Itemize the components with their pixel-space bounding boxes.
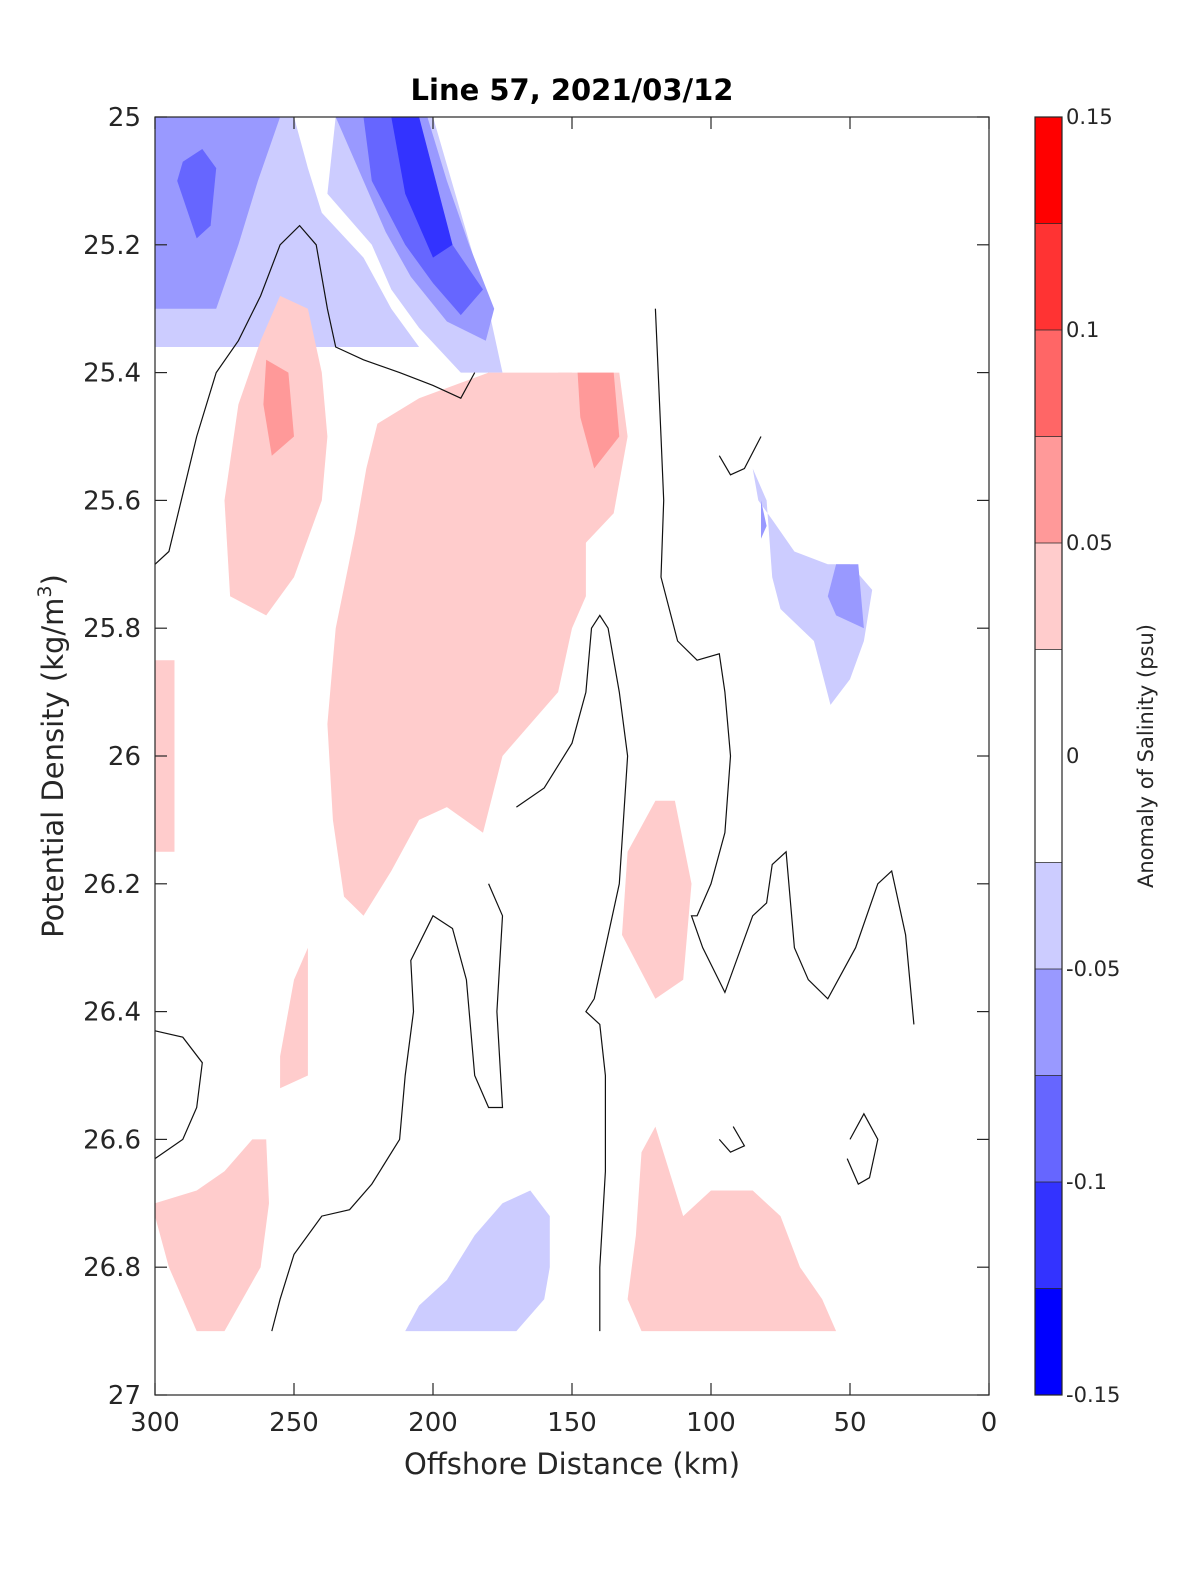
contour-region	[177, 149, 217, 239]
contour-region	[155, 1139, 269, 1332]
contour-region	[627, 1126, 837, 1332]
zero-contour-line	[846, 1112, 879, 1185]
contour-region	[280, 947, 308, 1089]
plot-area: 300 250 200 150 100 50 0 2525.225.425.625.8262…	[83, 103, 997, 1438]
contour-region	[577, 372, 620, 469]
zero-contour-line	[718, 1126, 746, 1153]
x-tick-label: 100	[686, 1408, 736, 1438]
zero-contour-line	[154, 224, 476, 565]
colorbar-block	[1035, 117, 1062, 224]
colorbar-tick-label: -0.15	[1066, 1383, 1120, 1407]
contour-region	[405, 1190, 550, 1332]
zero-contour-layer	[154, 224, 915, 1332]
contour-fill-layer	[155, 117, 912, 1332]
y-axis-title-superscript: 3	[34, 585, 56, 597]
x-tick-label: 300	[130, 1408, 180, 1438]
y-tick-label: 25.4	[83, 359, 141, 389]
x-tick-label: 200	[408, 1408, 458, 1438]
colorbar-block	[1035, 543, 1062, 650]
zero-contour-line	[718, 436, 762, 476]
colorbar-tick-label: -0.1	[1066, 1170, 1107, 1194]
colorbar-block	[1035, 436, 1062, 543]
x-axis-title: Offshore Distance (km)	[404, 1447, 740, 1481]
y-tick-label: 25	[108, 103, 141, 133]
x-axis: 300 250 200 150 100 50 0	[130, 117, 997, 1438]
zero-contour-line	[271, 883, 504, 1332]
y-axis: 25 25.2 25.4 25.6 25.8 26 26.2 26.4 26.6 26.8 27	[83, 103, 989, 1411]
colorbar-block	[1035, 649, 1062, 863]
y-tick-label: 27	[108, 1381, 141, 1411]
colorbar-tick-label: 0	[1066, 744, 1079, 768]
colorbar-block	[1035, 330, 1062, 437]
contour-region	[761, 500, 767, 539]
contour-region	[263, 359, 294, 456]
y-tick-label: 26.6	[83, 1125, 141, 1155]
y-axis-title-main: Potential Density (kg/m	[36, 598, 70, 938]
colorbar-ticks: -0.15 -0.1 -0.05 0 0.05 0.1 0.15	[1066, 105, 1120, 1407]
y-tick-label: 25.6	[83, 486, 141, 516]
x-tick-label: 50	[833, 1408, 866, 1438]
colorbar-block	[1035, 1075, 1062, 1182]
colorbar-block	[1035, 862, 1062, 969]
y-tick-label: 26.8	[83, 1253, 141, 1283]
contour-region	[224, 295, 328, 616]
chart-title: Line 57, 2021/03/12	[411, 73, 734, 107]
colorbar-tick-label: 0.05	[1066, 531, 1113, 555]
y-tick-label: 26.4	[83, 998, 141, 1028]
y-axis-title-close: )	[36, 574, 70, 585]
zero-contour-line	[516, 614, 629, 1332]
colorbar-blocks	[1035, 117, 1062, 1395]
colorbar-block	[1035, 1288, 1062, 1395]
zero-contour-line	[154, 1030, 203, 1160]
contour-region	[327, 372, 586, 916]
colorbar-block	[1035, 223, 1062, 330]
y-tick-label: 25.2	[83, 231, 141, 261]
contour-region	[655, 372, 912, 884]
colorbar-tick-label: 0.15	[1066, 105, 1113, 129]
x-tick-label: 0	[981, 1408, 998, 1438]
colorbar: -0.15 -0.1 -0.05 0 0.05 0.1 0.15	[1034, 105, 1120, 1407]
colorbar-tick-label: 0.1	[1066, 318, 1099, 342]
x-tick-label: 250	[269, 1408, 319, 1438]
colorbar-tick-label: -0.05	[1066, 957, 1120, 981]
contour-region	[622, 800, 692, 999]
contour-region	[827, 564, 864, 629]
y-tick-label: 26.2	[83, 870, 141, 900]
y-axis-title: Potential Density (kg/m3)	[34, 574, 70, 938]
y-tick-label: 25.8	[83, 614, 141, 644]
zero-contour-line	[654, 308, 915, 1025]
colorbar-block	[1035, 969, 1062, 1076]
colorbar-block	[1035, 1182, 1062, 1289]
contour-region	[391, 117, 453, 258]
colorbar-title: Anomaly of Salinity (psu)	[1134, 624, 1158, 888]
x-tick-label: 150	[547, 1408, 597, 1438]
colorbar-frame	[1034, 116, 1063, 1396]
contour-region	[752, 468, 873, 705]
y-tick-label: 26	[108, 742, 141, 772]
